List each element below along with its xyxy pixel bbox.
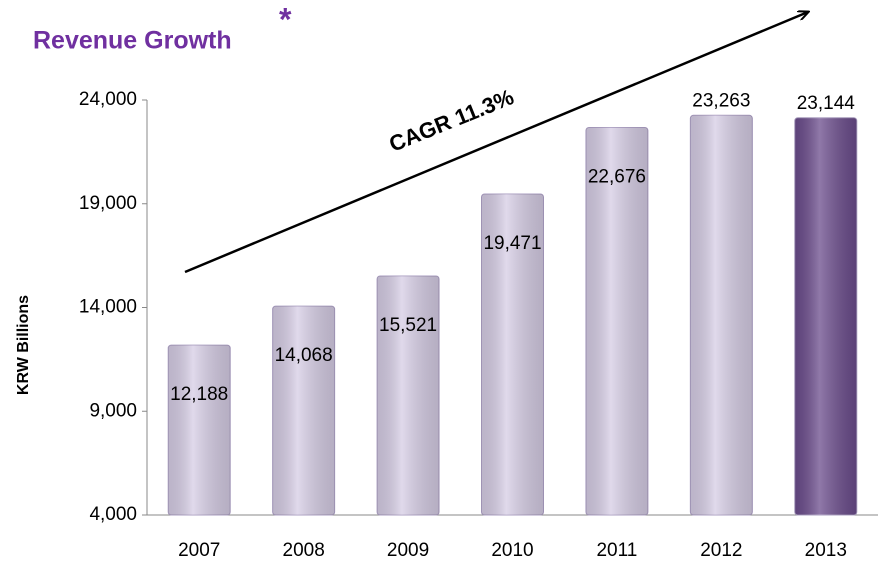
bar — [689, 114, 753, 516]
trend-arrow — [184, 12, 808, 274]
y-tick-label: 4,000 — [89, 504, 137, 525]
data-label: 12,188 — [170, 384, 228, 405]
x-tick-label: 2008 — [283, 540, 325, 561]
x-tick-label: 2011 — [596, 540, 637, 561]
x-tick-label: 2009 — [387, 540, 429, 561]
data-label: 19,471 — [483, 233, 541, 254]
data-label: 23,263 — [692, 90, 750, 111]
data-label: 23,144 — [797, 93, 856, 114]
data-label: 22,676 — [588, 166, 646, 187]
x-tick-label: 2012 — [700, 540, 742, 561]
data-label: 14,068 — [275, 345, 333, 366]
x-tick-label: 2007 — [178, 540, 220, 561]
y-tick-label: 14,000 — [79, 297, 137, 318]
y-tick-label: 9,000 — [89, 400, 137, 421]
bar — [794, 117, 858, 516]
y-tick-label: 19,000 — [79, 193, 137, 214]
data-label: 15,521 — [379, 315, 437, 336]
x-tick-label: 2010 — [491, 540, 533, 561]
chart-title: Revenue Growth — [33, 27, 232, 55]
bar — [376, 275, 440, 516]
y-tick-label: 24,000 — [79, 89, 137, 110]
annotation: CAGR 11.3% — [385, 84, 517, 157]
title-note: * — [279, 1, 292, 37]
y-axis-label: KRW Billions — [15, 295, 32, 395]
bar — [272, 305, 336, 516]
bar — [167, 344, 231, 516]
x-tick-label: 2013 — [805, 540, 847, 561]
